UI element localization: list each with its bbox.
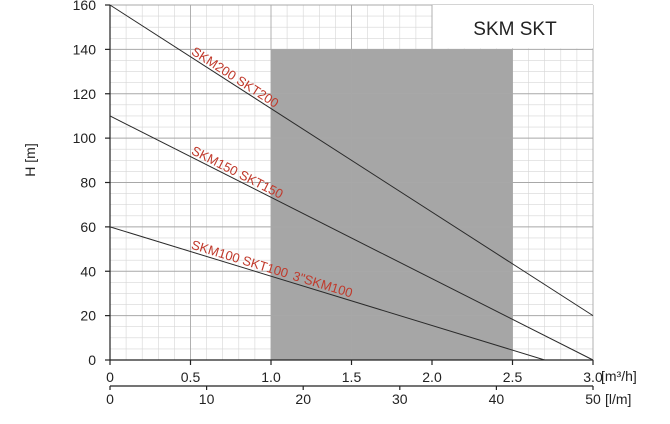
x-tick-label: 2.5: [503, 369, 523, 385]
x-tick-label: 1.5: [342, 369, 362, 385]
x-tick-label: 1.0: [261, 369, 281, 385]
y-tick-label: 140: [73, 41, 97, 57]
y-tick-label: 40: [80, 263, 96, 279]
x-tick-label: 2.0: [422, 369, 442, 385]
x2-tick-label: 40: [489, 391, 505, 407]
x-tick-label: 3.0: [583, 369, 603, 385]
y-tick-label: 120: [73, 86, 97, 102]
y-tick-label: 60: [80, 219, 96, 235]
y-tick-label: 80: [80, 175, 96, 191]
x2-tick-label: 50: [585, 391, 601, 407]
x2-tick-label: 0: [106, 391, 114, 407]
y-axis-label: H [m]: [22, 143, 38, 176]
y-tick-label: 100: [73, 130, 97, 146]
x2-tick-label: 10: [199, 391, 215, 407]
curve: [109, 115, 594, 361]
chart-title: SKM SKT: [473, 19, 557, 40]
shaded-region: [271, 49, 513, 360]
x-tick-label: 0: [106, 369, 114, 385]
y-tick-label: 0: [88, 352, 96, 368]
x2-axis-label: [l/m]: [605, 391, 631, 407]
series-label: SKM200 SKT200: [189, 44, 282, 111]
y-tick-label: 20: [80, 308, 96, 324]
y-tick-label: 160: [73, 0, 97, 13]
title-box: [432, 5, 593, 49]
curve: [109, 4, 594, 317]
x-axis-label: [m³/h]: [601, 368, 637, 384]
x2-tick-label: 30: [392, 391, 408, 407]
x2-tick-label: 20: [295, 391, 311, 407]
curve: [109, 226, 545, 361]
x-tick-label: 0.5: [181, 369, 201, 385]
